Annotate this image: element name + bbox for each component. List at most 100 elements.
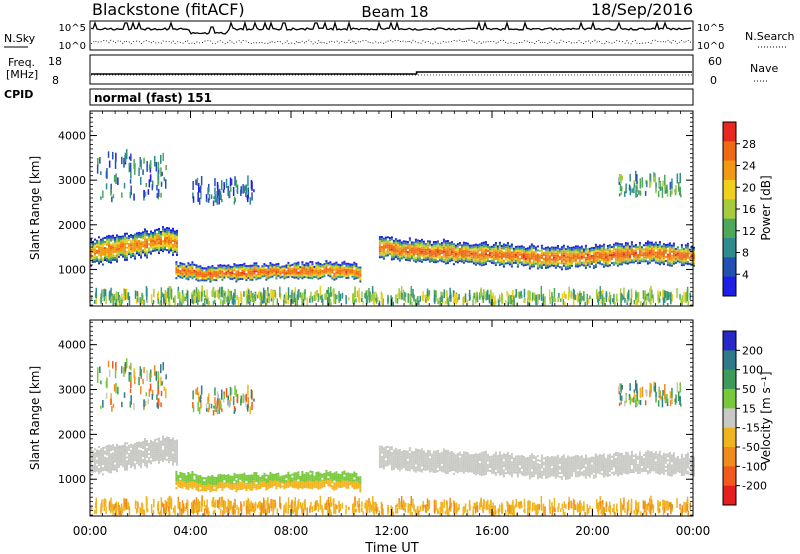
power-scatter-cell	[182, 294, 185, 304]
velocity-cell	[176, 445, 178, 448]
power-cell	[223, 266, 226, 269]
power-cell	[554, 266, 557, 269]
power-cell	[166, 249, 168, 252]
power-cell	[562, 250, 565, 253]
power-cell	[604, 264, 607, 267]
power-cell	[526, 255, 529, 258]
power-cell	[287, 276, 290, 278]
power-cell	[402, 254, 405, 257]
power-cell	[576, 257, 579, 260]
power-cell	[540, 266, 543, 269]
power-scatter-cell	[200, 176, 203, 186]
power-cell	[339, 268, 342, 271]
power-cell	[181, 276, 184, 279]
power-cell	[642, 252, 645, 255]
power-cell	[630, 241, 633, 244]
power-cell	[528, 247, 531, 250]
velocity-cell	[189, 475, 192, 478]
power-cell	[267, 271, 270, 274]
velocity-cell	[311, 485, 314, 488]
power-cell	[158, 246, 160, 249]
velocity-cell	[325, 469, 328, 472]
power-cell	[106, 235, 108, 238]
velocity-cell	[185, 481, 188, 484]
power-cell	[181, 266, 184, 269]
power-cell	[506, 262, 509, 265]
power-cell	[656, 260, 659, 263]
velocity-cell	[297, 483, 300, 486]
power-scatter-cell	[332, 289, 334, 297]
power-cell	[158, 240, 160, 243]
power-cell	[578, 256, 581, 259]
power-cell	[116, 238, 118, 241]
power-cell	[614, 262, 617, 265]
power-cell	[337, 269, 340, 272]
power-cell	[394, 252, 397, 255]
power-cell	[273, 268, 276, 271]
velocity-cell	[217, 476, 220, 479]
power-cell	[98, 258, 100, 261]
power-cell	[134, 245, 136, 248]
velocity-cell	[150, 462, 152, 465]
power-scatter-cell	[669, 181, 672, 189]
power-cell	[384, 250, 387, 253]
power-cell	[108, 257, 110, 259]
power-scatter-cell	[160, 154, 162, 164]
power-scatter-cell	[113, 294, 115, 300]
velocity-cell	[174, 460, 176, 463]
power-cell	[251, 264, 254, 267]
power-scatter-cell	[251, 192, 253, 201]
velocity-cell	[215, 481, 218, 483]
power-cell	[263, 263, 266, 266]
velocity-cell	[235, 484, 238, 487]
velocity-cell	[126, 464, 128, 467]
power-cell	[498, 263, 501, 266]
velocity-cell	[177, 476, 180, 479]
power-cell	[572, 256, 575, 259]
power-cell	[582, 264, 585, 267]
power-cell	[108, 253, 110, 255]
power-cell	[534, 258, 537, 261]
power-cell	[96, 241, 98, 244]
velocity-cell	[279, 484, 282, 487]
power-cell	[458, 242, 461, 244]
velocity-cell	[96, 467, 98, 470]
power-cell	[484, 249, 487, 252]
power-scatter-cell	[409, 298, 412, 305]
velocity-cell	[175, 473, 178, 475]
power-cell	[670, 246, 673, 249]
velocity-cell	[152, 445, 154, 448]
power-cell	[476, 254, 479, 257]
power-scatter-cell	[641, 177, 644, 188]
power-cell	[291, 271, 294, 274]
velocity-cell	[323, 472, 326, 475]
power-cell	[158, 244, 160, 247]
power-scatter-cell	[218, 293, 221, 300]
power-cell	[211, 267, 214, 270]
power-scatter-cell	[110, 287, 112, 299]
power-cell	[462, 241, 465, 244]
power-cell	[305, 268, 308, 271]
power-cell	[432, 243, 435, 245]
y-tick-label: 4000	[58, 130, 86, 143]
power-cell	[624, 244, 627, 247]
power-cell	[412, 247, 415, 250]
velocity-cell	[142, 447, 144, 449]
power-cell	[440, 258, 443, 261]
power-cell	[606, 263, 609, 266]
velocity-cell	[301, 471, 304, 473]
velocity-cell	[102, 453, 104, 456]
power-cell	[263, 267, 266, 270]
power-scatter-cell	[633, 180, 636, 184]
power-cell	[94, 258, 96, 261]
velocity-cell	[148, 461, 150, 464]
power-cell	[337, 275, 340, 278]
power-scatter-cell	[133, 193, 135, 201]
power-cell	[297, 271, 300, 274]
power-cell	[110, 237, 112, 240]
velocity-cell	[201, 487, 204, 489]
power-cell	[394, 242, 397, 245]
velocity-cell	[110, 467, 112, 470]
power-cell	[642, 248, 645, 251]
velocity-cell	[325, 473, 328, 476]
